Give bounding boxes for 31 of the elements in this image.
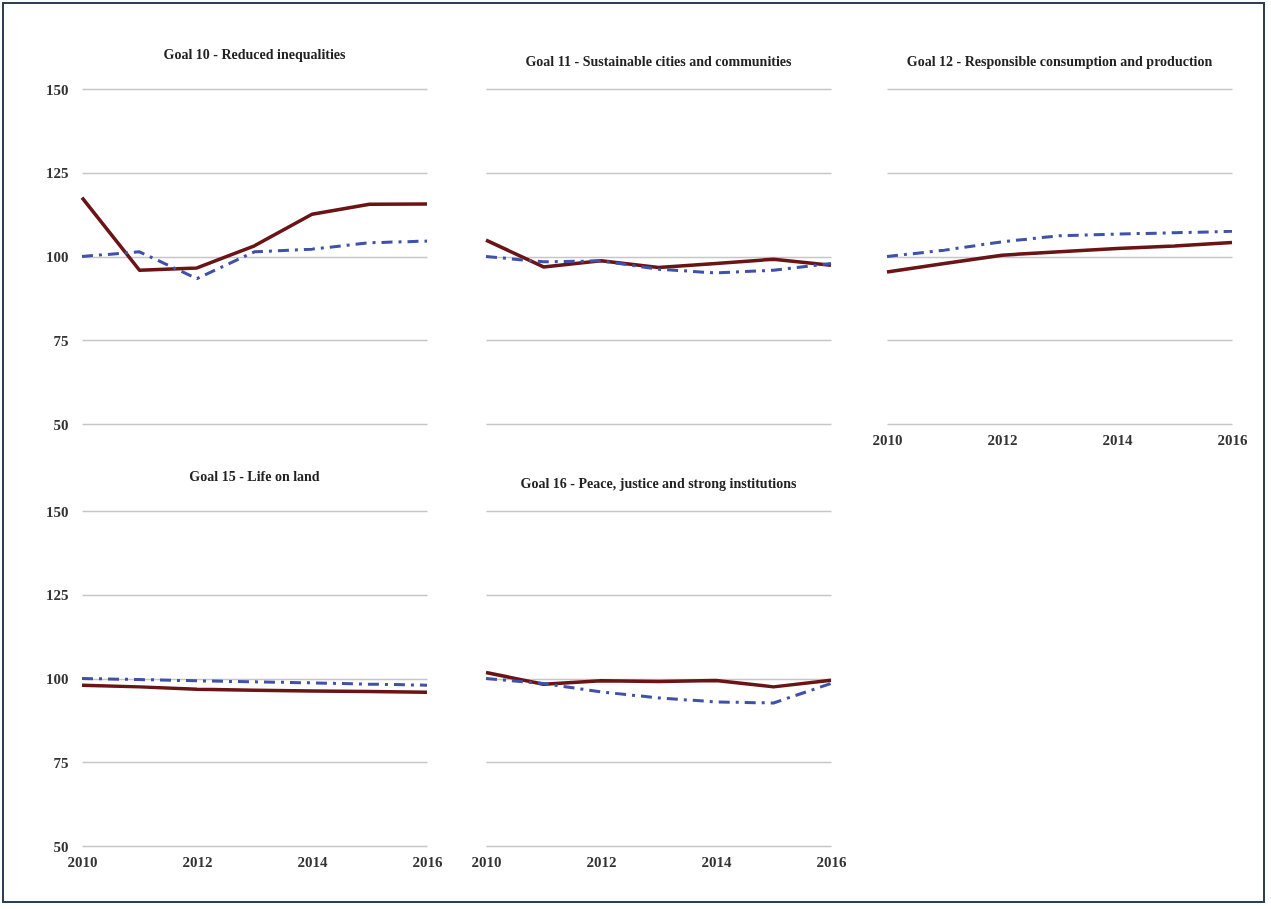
- x-tick-label: 2012: [586, 853, 617, 870]
- y-tick-label: 100: [46, 249, 69, 265]
- y-tick-label: 50: [53, 838, 69, 855]
- line-series: [80, 195, 429, 272]
- y-tick-label: 50: [53, 416, 69, 433]
- x-tick-label: 2012: [987, 431, 1018, 448]
- y-tick-label: 125: [46, 165, 69, 182]
- x-tick-label: 2016: [412, 853, 443, 870]
- chart-title: Goal 12 - Responsible consumption and production: [906, 54, 1213, 69]
- chart-title: Goal 16 - Peace, justice and strong institutions: [520, 476, 797, 491]
- x-tick-label: 2014: [297, 853, 328, 870]
- x-tick-label: 2016: [1217, 431, 1248, 448]
- line-series: [80, 677, 429, 687]
- line-series: [80, 683, 429, 694]
- chart-title: Goal 11 - Sustainable cities and communities: [525, 54, 793, 69]
- y-tick-label: 150: [46, 503, 69, 520]
- y-tick-label: 150: [46, 81, 69, 98]
- x-tick-label: 2014: [1102, 431, 1133, 448]
- chart-title: Goal 10 - Reduced inequalities: [163, 47, 347, 62]
- x-tick-label: 2010: [471, 853, 502, 870]
- y-tick-label: 100: [46, 671, 69, 687]
- y-tick-label: 125: [46, 587, 69, 604]
- x-tick-label: 2012: [182, 853, 213, 870]
- x-tick-label: 2016: [816, 853, 847, 870]
- y-tick-label: 75: [53, 754, 69, 771]
- line-series: [80, 239, 429, 281]
- x-tick-label: 2014: [701, 853, 732, 870]
- x-tick-label: 2010: [67, 853, 98, 870]
- chart-title: Goal 15 - Life on land: [189, 469, 320, 484]
- y-tick-label: 75: [53, 332, 69, 349]
- x-tick-label: 2010: [872, 431, 903, 448]
